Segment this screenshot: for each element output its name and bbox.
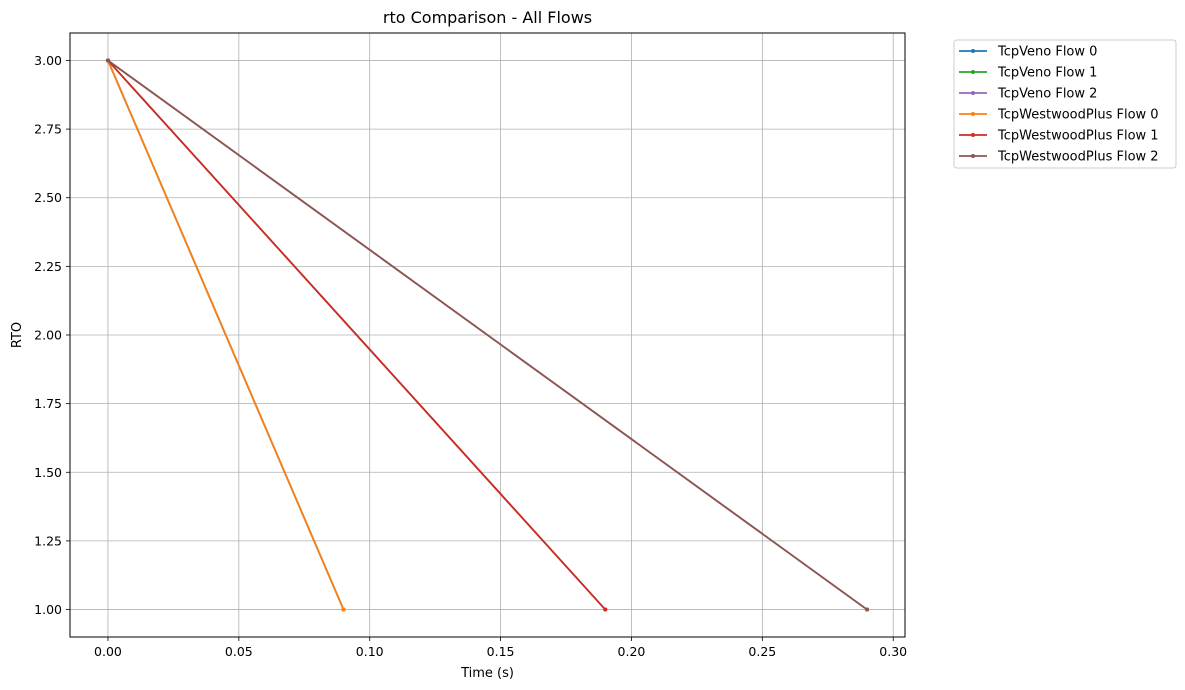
series-line-5: [107, 59, 868, 611]
y-tick-label: 1.00: [34, 602, 62, 617]
y-tick-label: 2.25: [34, 259, 62, 274]
legend-label-3: TcpWestwoodPlus Flow 0: [997, 108, 1159, 123]
legend-marker-3: [971, 112, 975, 116]
x-ticks: 0.00 0.05 0.10 0.15 0.20 0.25 0.30: [94, 637, 907, 659]
series-line-3: [107, 60, 345, 610]
legend-box: [953, 39, 1177, 169]
legend-label-0: TcpVeno Flow 0: [997, 45, 1097, 60]
legend-label-5: TcpWestwoodPlus Flow 2: [997, 150, 1159, 165]
y-tick-label: 2.00: [34, 328, 62, 343]
legend-marker-0: [971, 49, 975, 53]
series-line-4: [107, 59, 606, 611]
x-tick-label: 0.30: [879, 644, 907, 659]
series-point-4: [603, 607, 608, 612]
grid-lines: [70, 33, 905, 637]
x-tick-label: 0.00: [94, 644, 122, 659]
legend-marker-1: [971, 70, 975, 74]
legend: TcpVeno Flow 0 TcpVeno Flow 1 TcpVeno Flow…: [953, 39, 1177, 169]
y-tick-label: 1.25: [34, 533, 62, 548]
x-axis-label: Time (s): [460, 666, 514, 681]
legend-marker-2: [971, 91, 975, 95]
x-tick-label: 0.05: [225, 644, 253, 659]
series-point-5: [865, 607, 870, 612]
x-tick-label: 0.25: [748, 644, 776, 659]
y-ticks: 1.00 1.25 1.50 1.75 2.00 2.25 2.50 2.75 3.00: [34, 53, 70, 617]
y-tick-label: 2.75: [34, 122, 62, 137]
y-tick-label: 1.50: [34, 465, 62, 480]
series-point-3: [341, 607, 346, 612]
x-tick-label: 0.20: [618, 644, 646, 659]
series-lines: [105, 58, 870, 612]
x-tick-label: 0.15: [487, 644, 515, 659]
x-tick-label: 0.10: [356, 644, 384, 659]
legend-label-2: TcpVeno Flow 2: [997, 87, 1097, 102]
legend-label-1: TcpVeno Flow 1: [997, 66, 1097, 81]
y-tick-label: 2.50: [34, 190, 62, 205]
y-axis-label: RTO: [10, 322, 25, 348]
legend-items: TcpVeno Flow 0 TcpVeno Flow 1 TcpVeno Flow…: [959, 45, 1159, 165]
series-point-5: [105, 58, 110, 63]
legend-marker-5: [971, 154, 975, 158]
chart-title: rto Comparison - All Flows: [383, 8, 592, 27]
y-tick-label: 1.75: [34, 396, 62, 411]
y-tick-label: 3.00: [34, 53, 62, 68]
legend-marker-4: [971, 133, 975, 137]
legend-label-4: TcpWestwoodPlus Flow 1: [997, 129, 1159, 144]
